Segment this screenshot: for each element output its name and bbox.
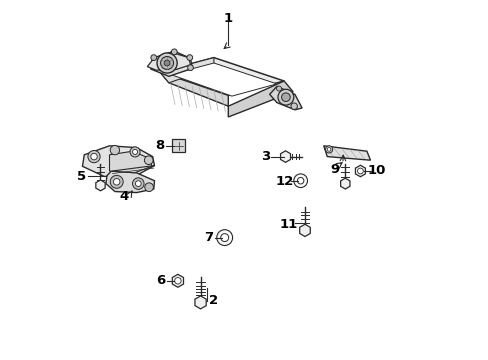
Circle shape bbox=[91, 153, 97, 160]
Polygon shape bbox=[340, 178, 349, 189]
Circle shape bbox=[216, 230, 232, 246]
Polygon shape bbox=[147, 52, 190, 70]
Polygon shape bbox=[172, 274, 183, 287]
Circle shape bbox=[357, 168, 363, 174]
Circle shape bbox=[110, 175, 123, 188]
Text: 1: 1 bbox=[224, 12, 232, 24]
Polygon shape bbox=[172, 139, 185, 152]
Circle shape bbox=[135, 181, 141, 186]
Circle shape bbox=[88, 150, 100, 163]
Circle shape bbox=[220, 234, 228, 242]
Circle shape bbox=[281, 93, 289, 102]
Polygon shape bbox=[151, 51, 192, 76]
Polygon shape bbox=[82, 146, 154, 176]
Polygon shape bbox=[96, 180, 105, 191]
Circle shape bbox=[130, 147, 140, 157]
Polygon shape bbox=[269, 86, 302, 110]
Circle shape bbox=[157, 53, 177, 73]
Text: 3: 3 bbox=[261, 150, 270, 163]
Circle shape bbox=[164, 60, 170, 66]
Text: 12: 12 bbox=[276, 175, 294, 188]
Circle shape bbox=[290, 103, 297, 109]
Text: 6: 6 bbox=[156, 274, 165, 287]
Circle shape bbox=[276, 86, 281, 91]
Polygon shape bbox=[195, 296, 206, 309]
Text: 10: 10 bbox=[367, 165, 386, 177]
Polygon shape bbox=[160, 72, 228, 106]
Circle shape bbox=[186, 55, 192, 60]
Text: 8: 8 bbox=[155, 139, 164, 152]
Circle shape bbox=[132, 149, 137, 154]
Text: 5: 5 bbox=[77, 170, 86, 183]
Circle shape bbox=[110, 145, 120, 155]
Polygon shape bbox=[170, 63, 276, 96]
Polygon shape bbox=[355, 165, 365, 177]
Text: 9: 9 bbox=[329, 163, 338, 176]
Polygon shape bbox=[106, 171, 154, 193]
Polygon shape bbox=[228, 81, 292, 117]
Circle shape bbox=[160, 57, 173, 69]
Text: 7: 7 bbox=[203, 231, 213, 244]
Text: 4: 4 bbox=[119, 190, 128, 203]
Polygon shape bbox=[109, 151, 151, 173]
Circle shape bbox=[187, 65, 193, 71]
Circle shape bbox=[325, 146, 332, 153]
Polygon shape bbox=[280, 151, 290, 162]
Circle shape bbox=[132, 178, 144, 189]
Circle shape bbox=[326, 148, 330, 151]
Text: 11: 11 bbox=[279, 219, 297, 231]
Circle shape bbox=[297, 177, 303, 184]
Polygon shape bbox=[323, 146, 370, 160]
Circle shape bbox=[171, 49, 177, 55]
Polygon shape bbox=[160, 58, 213, 83]
Circle shape bbox=[113, 179, 120, 185]
Polygon shape bbox=[160, 58, 284, 95]
Circle shape bbox=[293, 174, 307, 188]
Polygon shape bbox=[299, 224, 310, 237]
Circle shape bbox=[144, 156, 153, 165]
Circle shape bbox=[144, 183, 153, 192]
Circle shape bbox=[151, 55, 156, 60]
Circle shape bbox=[174, 278, 181, 284]
Text: 2: 2 bbox=[209, 294, 218, 307]
Circle shape bbox=[277, 89, 293, 105]
